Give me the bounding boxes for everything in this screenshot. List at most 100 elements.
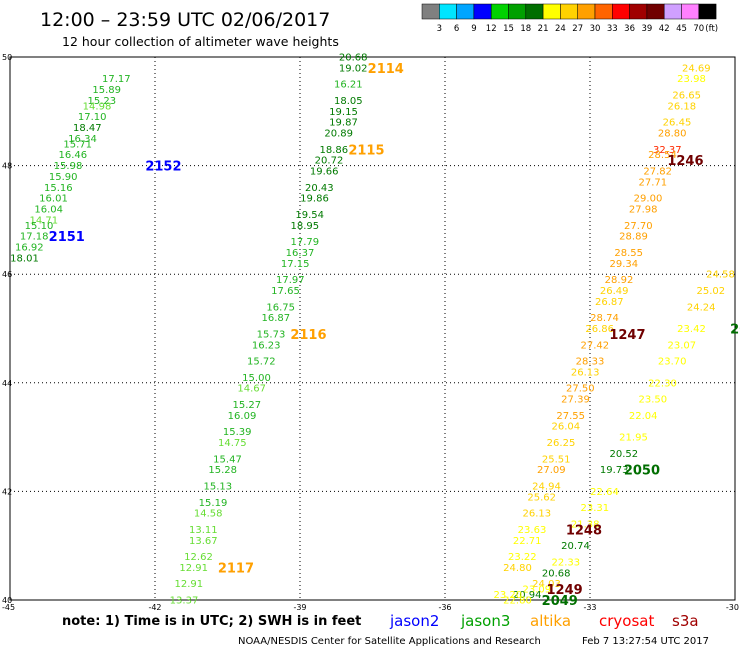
data-point-label: 16.09 (228, 411, 257, 422)
data-point-label: 15.10 (25, 221, 54, 232)
data-point-label: 18.95 (291, 221, 320, 232)
scale-label: 21 (538, 24, 549, 34)
scale-unit: (ft) (705, 24, 718, 34)
data-point-label: 26.86 (585, 324, 614, 335)
data-point-label: 20.68 (339, 53, 368, 64)
data-point-label: 19.86 (300, 194, 329, 205)
data-point-label: 16.34 (68, 134, 97, 145)
scale-label: 18 (520, 24, 531, 34)
data-point-label: 26.13 (571, 367, 600, 378)
data-point-label: 24.03 (532, 579, 561, 590)
scale-label: 70 (693, 24, 704, 34)
scale-label: 33 (607, 24, 618, 34)
data-point-label: 16.87 (262, 313, 291, 324)
legend-altika: altika (530, 612, 571, 630)
data-point-label: 12.91 (179, 563, 208, 574)
data-point-label: 15.89 (92, 85, 121, 96)
data-point-label: 17.18 (20, 232, 49, 243)
x-tick-label: -45 (2, 603, 15, 612)
legend-s3a: s3a (672, 612, 699, 630)
x-tick-label: -30 (726, 603, 739, 612)
data-point-label: 17.79 (291, 237, 320, 248)
data-point-label: 17.17 (102, 74, 131, 85)
pass-labels: 2114 2115 2116 2117 2151 2152 1246 1247 1248 1249… (49, 62, 740, 609)
data-point-label: 27.55 (556, 411, 585, 422)
data-point-label: 28.74 (590, 313, 619, 324)
scale-swatch (456, 3, 475, 20)
data-point-label: 16.04 (34, 205, 63, 216)
x-axis-ticks: -45 -42 -39 -36 -33 -30 (2, 603, 739, 612)
pass-number-label: 2049 (542, 594, 578, 609)
data-point-label: 15.90 (49, 172, 78, 183)
data-point-label: 26.49 (600, 286, 629, 297)
pass-number-label: 2114 (368, 62, 404, 77)
data-point-label: 16.75 (266, 302, 295, 313)
data-point-label: 23.20 (494, 590, 523, 601)
chart-subtitle: 12 hour collection of altimeter wave hei… (62, 34, 339, 49)
scale-swatch (421, 3, 440, 20)
scale-label: 36 (624, 24, 635, 34)
scale-label: 24 (555, 24, 566, 34)
scale-swatch (439, 3, 457, 20)
data-point-label: 14.71 (30, 215, 59, 226)
data-point-label: 25.51 (542, 454, 571, 465)
data-points: 17.1715.8915.2314.9817.1018.4716.3415.71… (10, 53, 735, 607)
data-point-label: 23.42 (677, 324, 706, 335)
data-point-label: 19.02 (339, 63, 368, 74)
data-point-label: 29.34 (610, 259, 639, 270)
scale-swatch (525, 3, 544, 20)
data-point-label: 24.94 (532, 481, 561, 492)
data-point-label: 15.23 (88, 96, 117, 107)
y-tick-label: 42 (2, 487, 12, 496)
data-point-label: 20.68 (542, 568, 571, 579)
data-point-label: 25.02 (697, 286, 726, 297)
x-tick-label: -42 (148, 603, 161, 612)
data-point-label: 27.71 (639, 177, 668, 188)
data-point-label: 21.95 (619, 433, 648, 444)
data-point-label: 20.72 (315, 156, 344, 167)
scale-swatch (612, 3, 630, 20)
pass-number-label: 2115 (348, 143, 384, 158)
scale-swatch (594, 3, 613, 20)
grid-lines (10, 57, 735, 600)
data-point-label: 16.01 (39, 194, 68, 205)
x-tick-label: -39 (293, 603, 306, 612)
y-tick-label: 46 (2, 270, 12, 279)
data-point-label: 26.65 (672, 91, 701, 102)
footer-credit: NOAA/NESDIS Center for Satellite Applica… (238, 636, 541, 647)
data-point-label: 15.16 (44, 183, 73, 194)
y-tick-label: 40 (2, 596, 12, 605)
data-point-label: 16.21 (334, 80, 363, 91)
data-point-label: 12.91 (175, 579, 204, 590)
data-point-label: 26.18 (668, 101, 697, 112)
color-scale-legend: 3 6 9 12 15 18 21 24 27 30 33 36 39 42 45 70 (ft) (421, 3, 718, 34)
data-point-label: 13.67 (189, 536, 218, 547)
footer-note: note: 1) Time is in UTC; 2) SWH is in fe… (62, 614, 361, 629)
data-point-label: 16.92 (15, 243, 44, 254)
pass-number-label: 20 (730, 323, 740, 338)
data-point-label: 24.80 (503, 563, 532, 574)
data-point-label: 15.98 (54, 161, 83, 172)
data-point-label: 27.98 (629, 205, 658, 216)
data-point-label: 23.22 (508, 552, 537, 563)
data-point-label: 18.05 (334, 96, 363, 107)
data-point-label: 16.46 (59, 150, 88, 161)
scale-label: 3 (437, 24, 442, 34)
legend-cryosat: cryosat (599, 612, 654, 630)
data-point-label: 14.75 (218, 438, 247, 449)
data-point-label: 20.43 (305, 183, 334, 194)
pass-number-label: 2151 (49, 230, 85, 245)
data-point-label: 14.58 (194, 509, 223, 520)
scale-label: 27 (572, 24, 583, 34)
data-point-label: 13.11 (189, 525, 218, 536)
scale-swatch (646, 3, 665, 20)
scale-swatch (508, 3, 527, 20)
data-point-label: 22.04 (629, 411, 658, 422)
data-point-label: 26.25 (547, 438, 576, 449)
pass-number-label: 2152 (145, 160, 181, 175)
data-point-label: 23.50 (639, 395, 668, 406)
scale-swatch (577, 3, 596, 20)
data-point-label: 17.97 (276, 275, 305, 286)
scale-label: 12 (486, 24, 497, 34)
